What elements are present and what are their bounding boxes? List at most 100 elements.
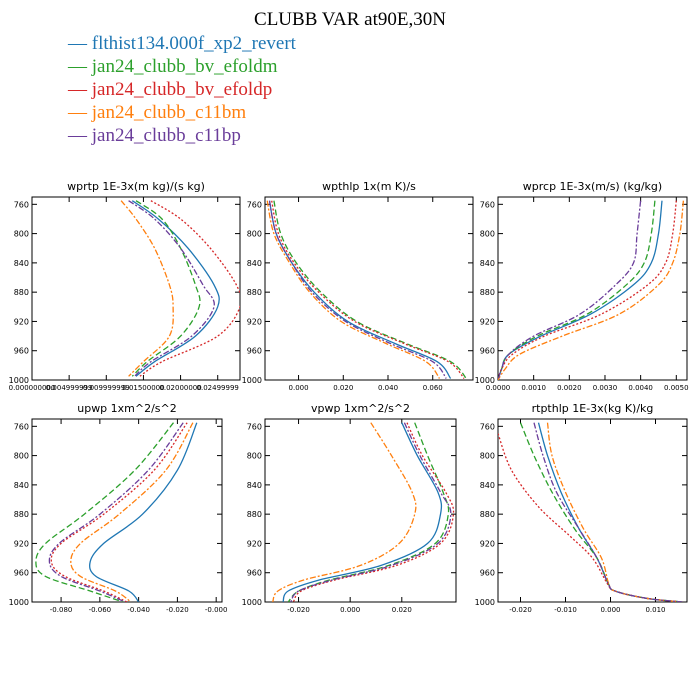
plot-frame bbox=[264, 418, 457, 603]
series-line bbox=[50, 422, 188, 602]
panel-5: vpwp 1xm^2/s^2 760 800 840 880 920 960 1000 -0.0… bbox=[242, 402, 457, 614]
panel-2: wpthlp 1x(m K)/s 760 800 840 880 920 960 1000 0.… bbox=[242, 180, 474, 392]
y-tick-label: 920 bbox=[14, 539, 29, 548]
x-tick-label: -0.020 bbox=[166, 606, 189, 614]
series-line bbox=[282, 422, 443, 602]
y-tick-label: 800 bbox=[480, 230, 495, 239]
series-line bbox=[120, 200, 174, 377]
y-tick-label: 800 bbox=[14, 230, 29, 239]
series-line bbox=[48, 422, 184, 602]
y-tick-label: 760 bbox=[480, 422, 495, 431]
series-line bbox=[519, 422, 683, 602]
y-tick-label: 840 bbox=[480, 259, 495, 268]
series-line bbox=[268, 200, 452, 379]
panel-title: upwp 1xm^2/s^2 bbox=[77, 402, 177, 415]
x-tick-label: 0.020 bbox=[333, 384, 353, 392]
x-tick-label: -0.010 bbox=[554, 606, 577, 614]
legend: — flthist134.000f_xp2_revert — jan24_clu… bbox=[68, 32, 296, 147]
x-tick-label: 0.0010 bbox=[521, 384, 546, 392]
y-tick-label: 840 bbox=[14, 481, 29, 490]
y-tick-label: 800 bbox=[247, 230, 262, 239]
x-tick-label: 0.0030 bbox=[593, 384, 618, 392]
series-line bbox=[272, 422, 417, 602]
y-tick-label: 1000 bbox=[475, 376, 495, 385]
series-line bbox=[498, 200, 685, 380]
x-tick-label: 0.0050 bbox=[664, 384, 689, 392]
x-tick-label: 0.009999999 bbox=[83, 384, 130, 392]
series-line bbox=[498, 200, 656, 380]
y-tick-label: 960 bbox=[14, 347, 29, 356]
figure-title: CLUBB VAR at90E,30N bbox=[254, 9, 446, 30]
legend-label: flthist134.000f_xp2_revert bbox=[91, 33, 296, 54]
x-tick-label: 0.010 bbox=[645, 606, 665, 614]
x-tick-label: -0.040 bbox=[127, 606, 150, 614]
series-line bbox=[273, 200, 467, 379]
panel-4: upwp 1xm^2/s^2 760 800 840 880 920 960 1000 -0.0… bbox=[9, 402, 228, 614]
y-tick-label: 920 bbox=[247, 317, 262, 326]
y-tick-label: 960 bbox=[247, 347, 262, 356]
x-tick-label: 0.000 bbox=[289, 384, 309, 392]
legend-item: — jan24_clubb_c11bm bbox=[68, 101, 296, 124]
y-tick-label: 920 bbox=[480, 317, 495, 326]
x-tick-label: -0.020 bbox=[509, 606, 532, 614]
y-tick-label: 1000 bbox=[9, 376, 29, 385]
panel-title: vpwp 1xm^2/s^2 bbox=[311, 402, 410, 415]
y-tick-label: 880 bbox=[14, 288, 29, 297]
y-tick-label: 1000 bbox=[242, 598, 262, 607]
panel-title: rtpthlp 1E-3x(kg K)/kg bbox=[532, 402, 654, 415]
y-tick-label: 1000 bbox=[242, 376, 262, 385]
series-line bbox=[533, 422, 683, 602]
y-tick-label: 840 bbox=[14, 259, 29, 268]
x-tick-label: 0.01500000 bbox=[122, 384, 164, 392]
legend-label: jan24_clubb_bv_efoldm bbox=[91, 56, 278, 77]
y-tick-label: 920 bbox=[14, 317, 29, 326]
y-tick-label: 840 bbox=[247, 481, 262, 490]
x-tick-label: 0.000000000 bbox=[9, 384, 56, 392]
panel-title: wpthlp 1x(m K)/s bbox=[322, 180, 416, 193]
plot-frame bbox=[497, 418, 688, 603]
panel-title: wprcp 1E-3x(m/s) (kg/kg) bbox=[523, 180, 662, 193]
panel-title: wprtp 1E-3x(m kg)/(s kg) bbox=[67, 180, 205, 193]
x-tick-label: 0.0040 bbox=[628, 384, 653, 392]
plot-frame bbox=[31, 418, 223, 603]
x-tick-label: -0.080 bbox=[50, 606, 73, 614]
legend-item: — jan24_clubb_c11bp bbox=[68, 124, 296, 147]
y-tick-label: 760 bbox=[480, 200, 495, 209]
y-tick-label: 880 bbox=[480, 510, 495, 519]
series-line bbox=[290, 422, 452, 602]
legend-dash: — bbox=[68, 56, 92, 77]
plot-frame bbox=[31, 196, 241, 381]
series-line bbox=[498, 433, 683, 602]
y-tick-label: 800 bbox=[14, 452, 29, 461]
y-tick-label: 760 bbox=[247, 422, 262, 431]
legend-label: jan24_clubb_c11bm bbox=[91, 102, 247, 123]
series-line bbox=[268, 200, 447, 379]
legend-label: jan24_clubb_c11bp bbox=[91, 125, 241, 146]
x-tick-label: 0.000 bbox=[600, 606, 620, 614]
x-tick-label: 0.060 bbox=[423, 384, 443, 392]
series-line bbox=[537, 422, 683, 602]
y-tick-label: 760 bbox=[14, 422, 29, 431]
legend-item: — jan24_clubb_bv_efoldp bbox=[68, 78, 296, 101]
x-tick-label: 0.02499999 bbox=[197, 384, 239, 392]
series-line bbox=[292, 422, 455, 602]
y-tick-label: 840 bbox=[247, 259, 262, 268]
x-tick-label: -0.020 bbox=[287, 606, 310, 614]
y-tick-label: 880 bbox=[14, 510, 29, 519]
y-tick-label: 760 bbox=[247, 200, 262, 209]
series-line bbox=[546, 422, 683, 602]
y-tick-label: 880 bbox=[247, 288, 262, 297]
y-tick-label: 800 bbox=[480, 452, 495, 461]
series-line bbox=[88, 422, 198, 602]
x-tick-label: 0.004999999 bbox=[46, 384, 93, 392]
x-tick-label: 0.0020 bbox=[557, 384, 582, 392]
y-tick-label: 880 bbox=[247, 510, 262, 519]
legend-dash: — bbox=[68, 79, 92, 100]
series-line bbox=[498, 200, 677, 380]
series-line bbox=[266, 200, 441, 379]
y-tick-label: 960 bbox=[480, 347, 495, 356]
x-tick-label: 0.0000 bbox=[486, 384, 511, 392]
x-tick-label: 0.040 bbox=[378, 384, 398, 392]
series-line bbox=[139, 200, 240, 377]
